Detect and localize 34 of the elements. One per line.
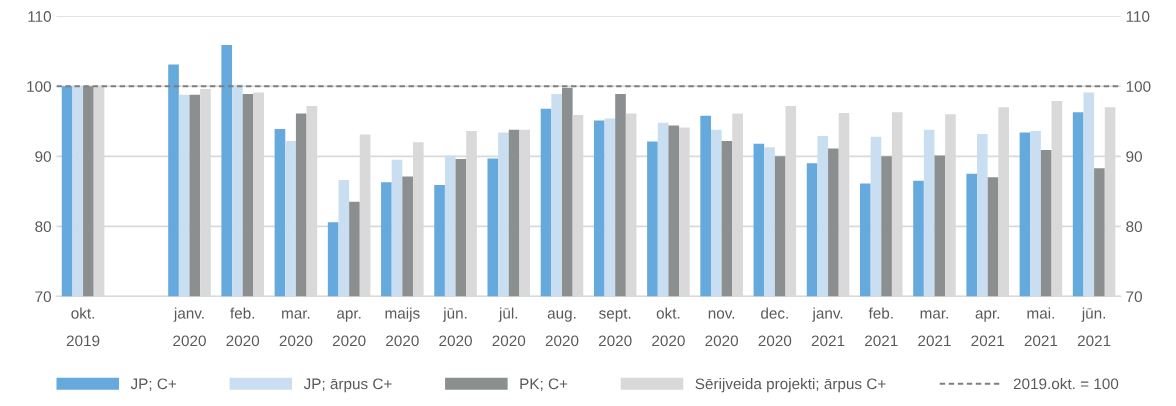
y2-tick-label: 80 bbox=[1126, 221, 1142, 233]
y2-tick-label: 100 bbox=[1126, 81, 1151, 92]
x-tick-label: dec. 2020 bbox=[758, 307, 792, 347]
x-tick-label: feb. 2020 bbox=[226, 307, 260, 347]
x-tick-label: okt. 2019 bbox=[66, 307, 100, 347]
x-tick-label: apr. 2021 bbox=[971, 310, 1004, 347]
x-tick-label: maijs 2020 bbox=[385, 307, 420, 347]
y-tick-label: 100 bbox=[27, 81, 51, 92]
x-tick-label: nov. 2020 bbox=[705, 310, 739, 347]
x-tick-label: jūn. 2020 bbox=[439, 307, 472, 347]
x-tick-label: aug. 2020 bbox=[545, 310, 579, 347]
legend-label: JP; ārpus C+ bbox=[303, 378, 392, 393]
x-tick-label: janv. 2021 bbox=[811, 307, 845, 347]
legend-label: 2019.okt. = 100 bbox=[1013, 378, 1119, 390]
x-tick-label: janv. 2020 bbox=[173, 307, 206, 347]
y-tick-label: 70 bbox=[35, 291, 51, 303]
x-tick-label: jūn. 2021 bbox=[1077, 307, 1111, 347]
x-tick-label: feb. 2021 bbox=[865, 307, 898, 347]
x-tick-label: okt. 2020 bbox=[652, 307, 685, 347]
x-tick-label: mai. 2021 bbox=[1024, 307, 1058, 347]
x-tick-label: mar. 2021 bbox=[918, 310, 951, 347]
y-tick-label: 110 bbox=[28, 11, 51, 22]
y2-tick-label: 110 bbox=[1126, 11, 1150, 22]
y2-tick-label: 70 bbox=[1126, 291, 1142, 303]
legend-label: Sērijveida projekti; ārpus C+ bbox=[695, 378, 886, 393]
x-tick-label: apr. 2020 bbox=[332, 310, 366, 347]
legend-label: JP; C+ bbox=[130, 378, 177, 392]
y-tick-label: 80 bbox=[35, 221, 51, 233]
y-tick-label: 90 bbox=[35, 151, 51, 162]
y2-tick-label: 90 bbox=[1126, 151, 1142, 162]
x-tick-label: sept. 2020 bbox=[598, 308, 632, 347]
x-tick-label: mar. 2020 bbox=[279, 310, 313, 347]
x-tick-label: jūl. 2020 bbox=[492, 307, 526, 347]
legend-label: PK; C+ bbox=[520, 378, 568, 392]
